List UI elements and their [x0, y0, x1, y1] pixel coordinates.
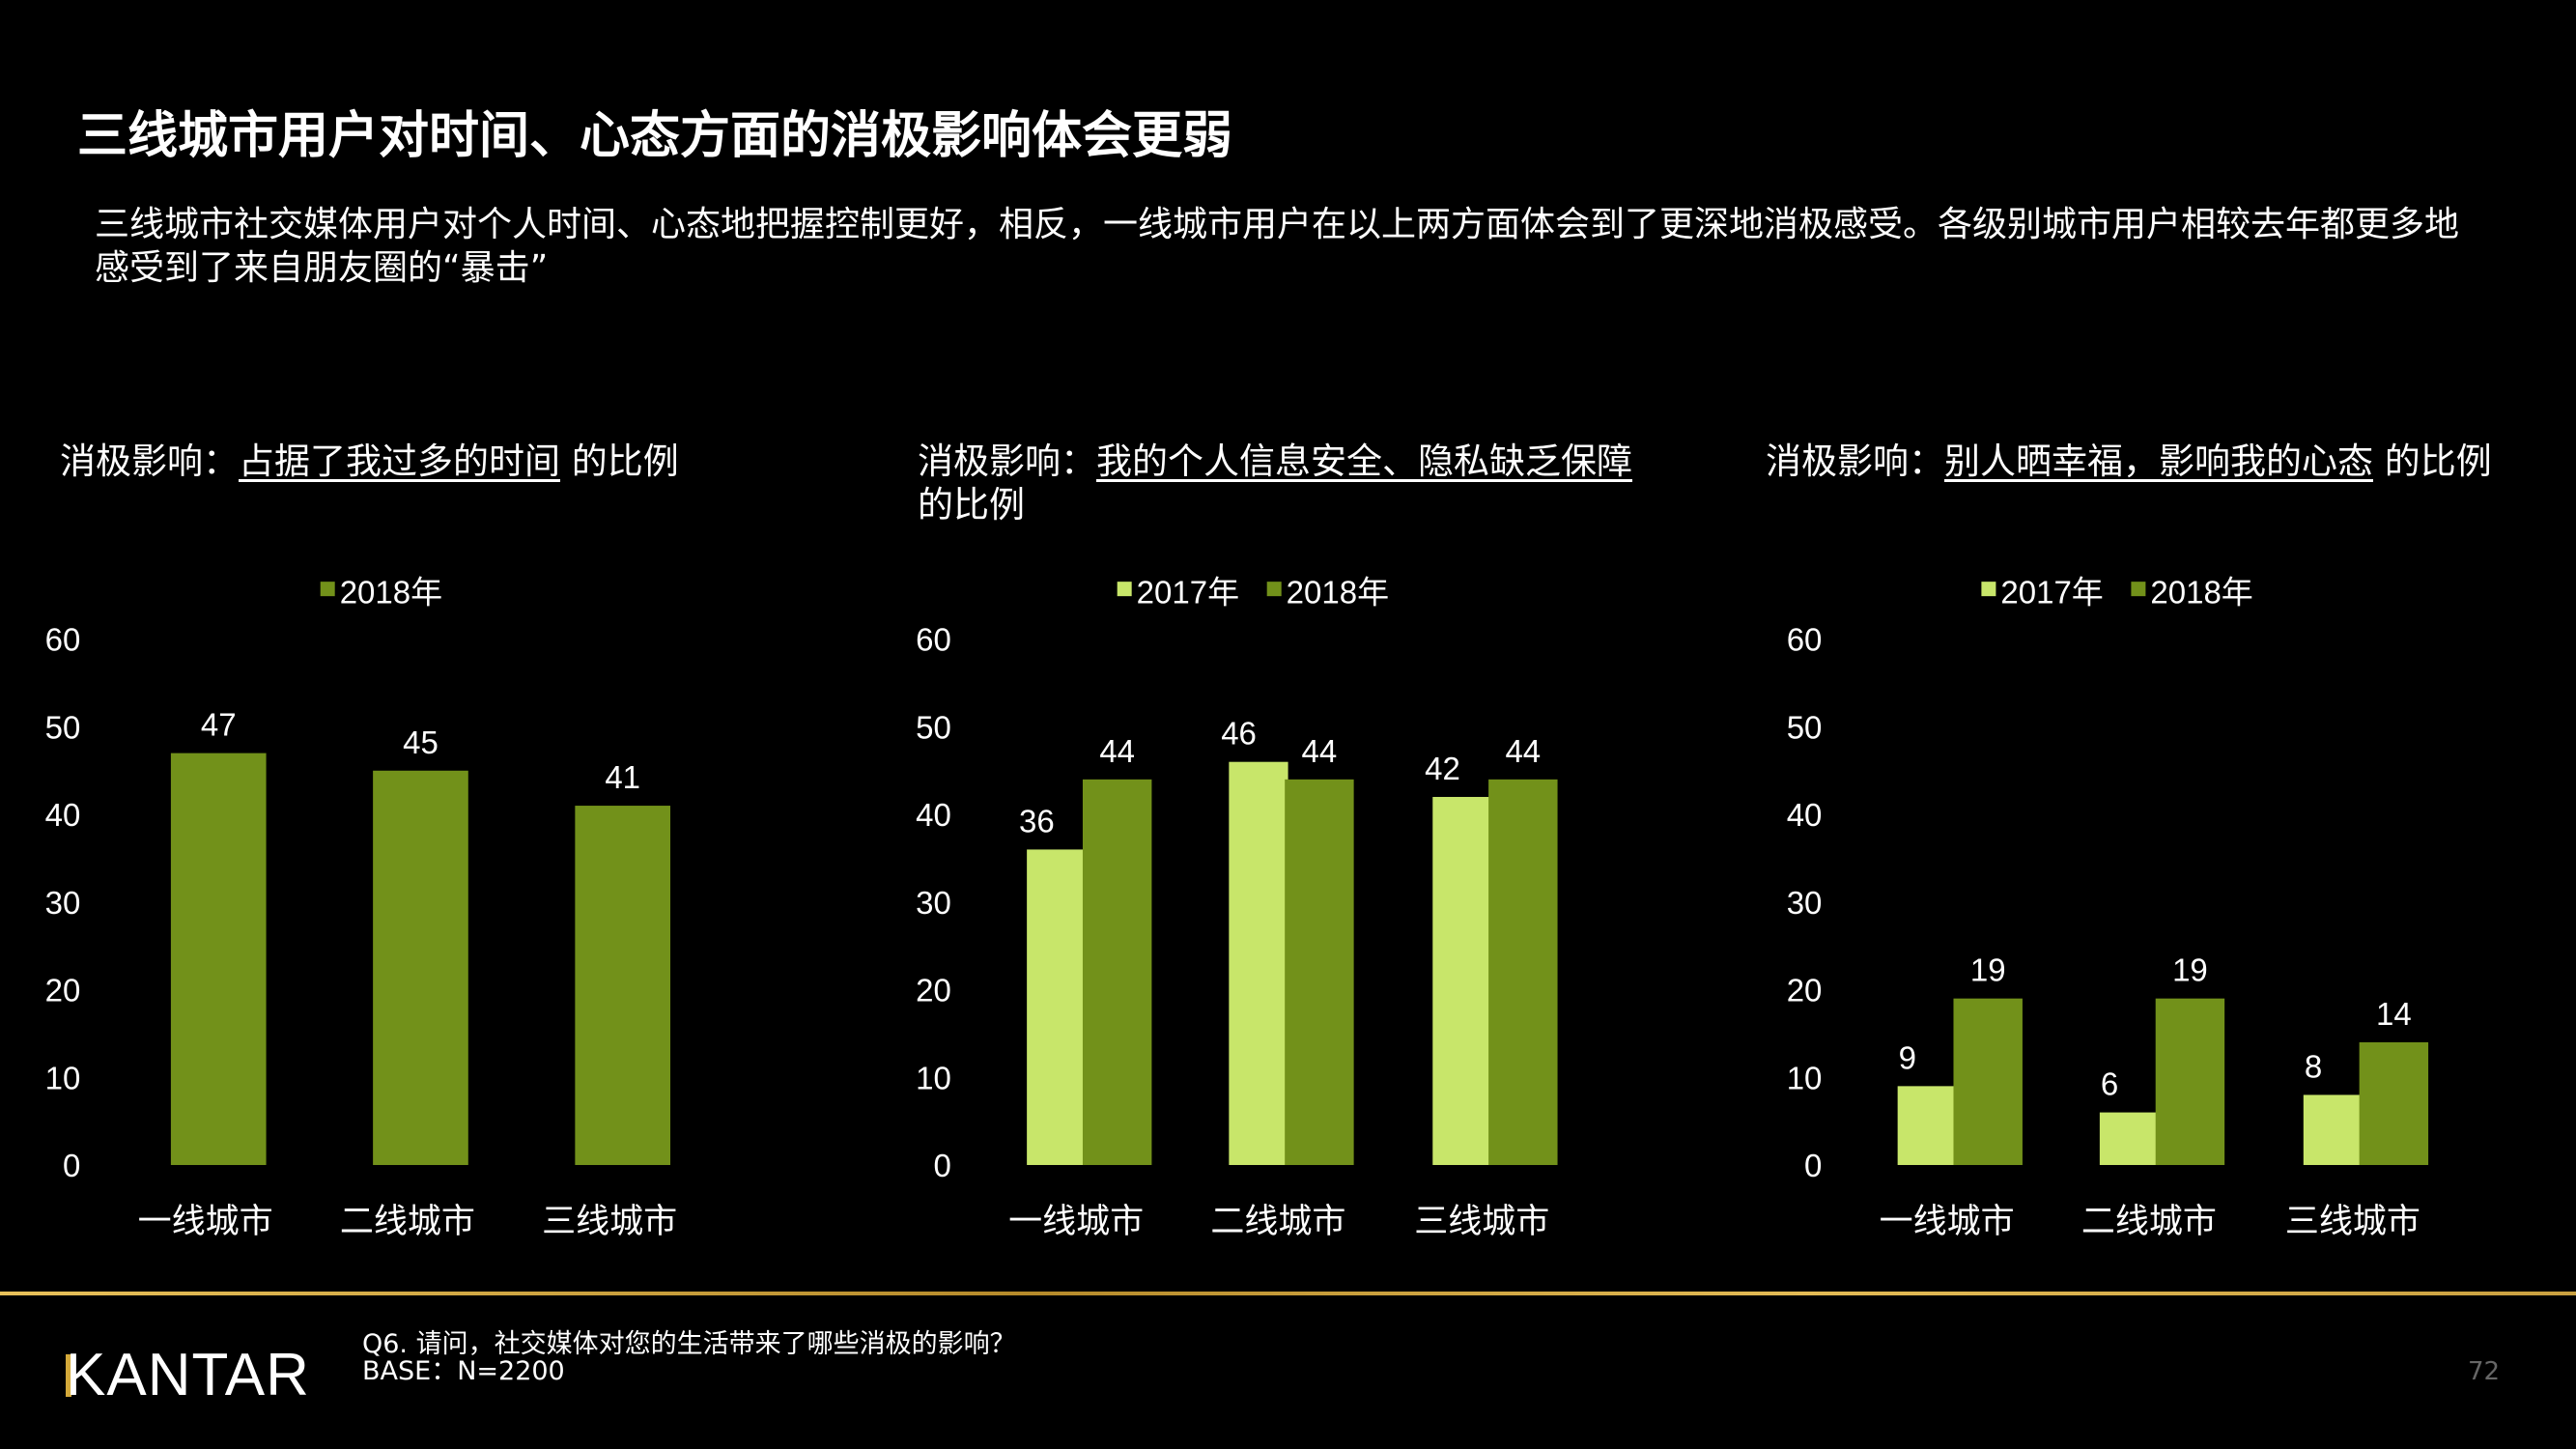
chart-2-title-suffix: 的比例: [918, 484, 1025, 526]
chart-3-data-label: 14: [2376, 996, 2412, 1032]
chart-1-data-label: 45: [403, 724, 439, 760]
chart-2-data-label: 42: [1425, 751, 1460, 786]
chart-1-category-label: 一线城市: [138, 1203, 273, 1241]
chart-1-title-prefix: 消极影响：: [60, 440, 239, 482]
chart-3-bar-2018年: [1953, 998, 2023, 1166]
chart-2-bar-2017年: [1432, 796, 1492, 1166]
chart-2-ytick-label: 60: [916, 622, 951, 658]
footer-divider: [0, 1292, 2576, 1295]
chart-1-ytick-label: 20: [45, 973, 81, 1009]
chart-2-ytick-label: 50: [916, 709, 951, 745]
chart-2-title-prefix: 消极影响：: [918, 440, 1096, 482]
chart-2-category-label: 二线城市: [1210, 1203, 1345, 1241]
page-title: 三线城市用户对时间、心态方面的消极影响体会更弱: [77, 107, 1233, 165]
chart-3-legend-swatch: [2131, 582, 2146, 597]
chart-1-ytick-label: 50: [45, 709, 81, 745]
chart-2-data-label: 44: [1505, 733, 1541, 769]
chart-3-legend-label: 2017年: [2000, 574, 2103, 610]
chart-2-data-label: 36: [1019, 803, 1055, 838]
chart-2-ytick-label: 20: [916, 973, 951, 1009]
chart-3-title-prefix: 消极影响：: [1766, 440, 1944, 482]
chart-2-legend-label: 2017年: [1137, 574, 1239, 610]
footnote: Q6. 请问，社交媒体对您的生活带来了哪些消极的影响？ BASE：N=2200: [362, 1331, 1016, 1385]
chart-3-legend-swatch: [1981, 582, 1996, 597]
page-number: 72: [2468, 1357, 2501, 1386]
kantar-logo: KANTAR: [66, 1341, 310, 1409]
chart-3-ytick-label: 50: [1787, 709, 1823, 745]
chart-3-bar-2017年: [1897, 1086, 1957, 1166]
chart-2-data-label: 44: [1099, 733, 1135, 769]
chart-2-legend-swatch: [1117, 582, 1132, 597]
chart-1-data-label: 47: [201, 707, 237, 743]
chart-3-data-label: 6: [2101, 1066, 2118, 1102]
chart-1-title-suffix: 的比例: [560, 440, 679, 482]
chart-1-title: 消极影响：占据了我过多的时间 的比例: [60, 440, 794, 483]
chart-2-legend-swatch: [1266, 582, 1282, 597]
chart-2-ytick-label: 10: [916, 1060, 951, 1095]
chart-1-ytick-label: 40: [45, 797, 81, 833]
chart-3-category-label: 三线城市: [2285, 1203, 2420, 1241]
chart-2-bar-2018年: [1082, 779, 1152, 1166]
chart-1-category-label: 二线城市: [340, 1203, 475, 1241]
page-subtitle: 三线城市社交媒体用户对个人时间、心态地把握控制更好，相反，一线城市用户在以上两方…: [95, 205, 2460, 288]
chart-2-title-underlined: 我的个人信息安全、隐私缺乏保障: [1096, 440, 1632, 482]
chart-2-ytick-label: 30: [916, 885, 951, 921]
chart-2-category-label: 一线城市: [1008, 1203, 1144, 1241]
chart-3-data-label: 9: [1899, 1039, 1916, 1075]
chart-3-legend-label: 2018年: [2150, 574, 2252, 610]
chart-2-bar-2017年: [1027, 849, 1087, 1166]
chart-2-bar-2018年: [1285, 779, 1354, 1166]
chart-2-legend-label: 2018年: [1287, 574, 1389, 610]
chart-1-data-label: 41: [605, 759, 640, 795]
chart-3-ytick-label: 40: [1787, 797, 1823, 833]
chart-1-legend-swatch: [320, 582, 335, 597]
chart-2-ytick-label: 0: [934, 1148, 951, 1183]
chart-1-bar: [575, 806, 671, 1166]
chart-3-category-label: 二线城市: [2081, 1203, 2217, 1241]
chart-1-ytick-label: 0: [63, 1148, 80, 1183]
chart-3-title: 消极影响：别人晒幸福，影响我的心态 的比例: [1766, 440, 2500, 483]
chart-3-category-label: 一线城市: [1880, 1203, 2015, 1241]
chart-3-title-underlined: 别人晒幸福，影响我的心态: [1944, 440, 2373, 482]
chart-1-legend-label: 2018年: [340, 574, 442, 610]
footnote-base: BASE：N=2200: [362, 1356, 565, 1386]
chart-1-bar: [373, 770, 468, 1166]
chart-2-data-label: 44: [1302, 733, 1338, 769]
logo-text: KANTAR: [66, 1342, 310, 1408]
chart-3-data-label: 19: [2172, 952, 2208, 988]
chart-1-ytick-label: 10: [45, 1060, 81, 1095]
chart-3-data-label: 19: [1970, 952, 2006, 988]
chart-3-title-suffix: 的比例: [2373, 440, 2492, 482]
footnote-question: Q6. 请问，社交媒体对您的生活带来了哪些消极的影响？: [362, 1329, 1016, 1359]
chart-2-category-label: 三线城市: [1414, 1203, 1549, 1241]
chart-1-bar: [170, 753, 267, 1166]
chart-1-ytick-label: 30: [45, 885, 81, 921]
chart-3-bar-2018年: [2359, 1042, 2429, 1166]
chart-3-ytick-label: 20: [1787, 973, 1823, 1009]
chart-3-bar-2017年: [2303, 1094, 2364, 1166]
chart-1-title-underlined: 占据了我过多的时间: [239, 440, 560, 482]
chart-1-category-label: 三线城市: [542, 1203, 677, 1241]
chart-3-bar-2018年: [2155, 998, 2225, 1166]
chart-2-ytick-label: 40: [916, 797, 951, 833]
chart-3-data-label: 8: [2305, 1048, 2322, 1084]
chart-2-bar-2017年: [1229, 761, 1288, 1166]
chart-3-bar-2017年: [2099, 1112, 2160, 1166]
chart-2-data-label: 46: [1221, 716, 1257, 752]
chart-2-title: 消极影响：我的个人信息安全、隐私缺乏保障的比例: [918, 440, 1652, 526]
chart-3-ytick-label: 60: [1787, 622, 1823, 658]
chart-3-ytick-label: 0: [1804, 1148, 1822, 1183]
chart-2-bar-2018年: [1488, 779, 1558, 1166]
chart-3-ytick-label: 30: [1787, 885, 1823, 921]
chart-1-ytick-label: 60: [45, 622, 81, 658]
logo-accent-bar: [66, 1354, 71, 1397]
chart-3-ytick-label: 10: [1787, 1060, 1823, 1095]
